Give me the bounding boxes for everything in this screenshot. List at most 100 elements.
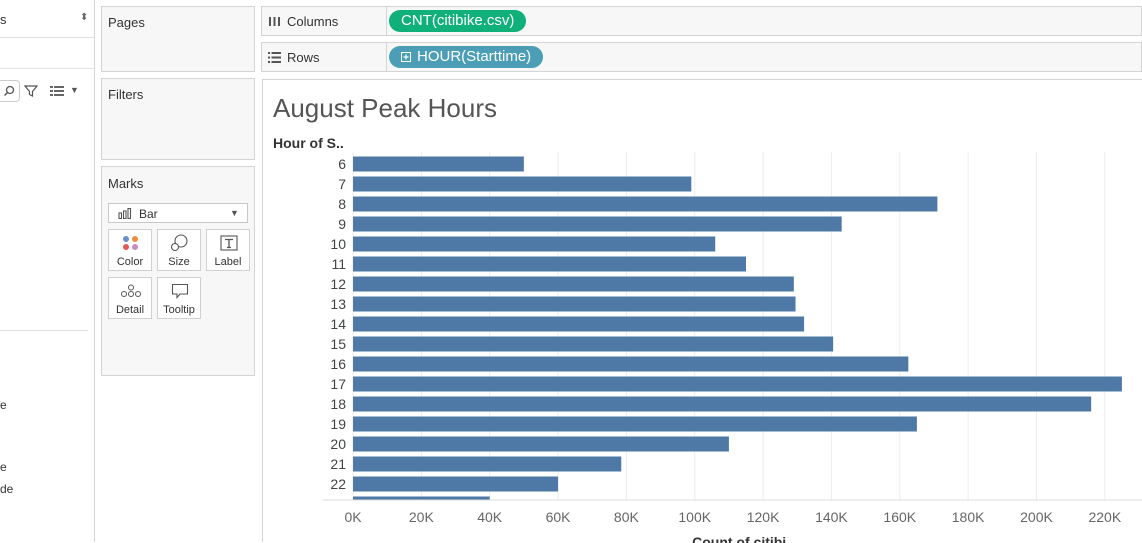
detail-button-label: Detail [109,304,151,316]
row-tick-label: 16 [330,356,346,372]
search-icon [3,85,16,98]
filters-card-title: Filters [108,87,143,102]
size-button[interactable]: Size [157,229,201,271]
bar-chart-icon [118,208,133,219]
field-name-fragment[interactable]: de [0,482,13,496]
detail-button[interactable]: Detail [108,277,152,319]
search-field[interactable] [0,80,20,102]
bar-hour-13[interactable] [353,297,796,312]
row-tick-label: 19 [330,416,346,432]
color-button-label: Color [109,256,151,268]
row-tick-label: 11 [331,256,346,272]
bar-hour-7[interactable] [353,177,691,192]
row-tick-label: 14 [330,316,346,332]
hour-starttime-pill[interactable]: HOUR(Starttime) [389,46,543,68]
tooltip-button-label: Tooltip [158,304,200,316]
field-name-fragment[interactable]: e [0,460,7,474]
x-tick-label: 220K [1088,509,1121,525]
x-tick-label: 80K [614,509,640,525]
filter-icon[interactable] [24,84,38,98]
x-tick-label: 60K [546,509,572,525]
bar-hour-11[interactable] [353,257,746,272]
x-tick-label: 120K [747,509,780,525]
bar-hour-12[interactable] [353,277,794,292]
row-tick-label: 21 [330,456,346,472]
divider [0,68,95,69]
divider [386,7,387,35]
bar-hour-20[interactable] [353,437,729,452]
x-tick-label: 100K [678,509,711,525]
mark-type-label: Bar [139,207,158,221]
tooltip-icon [171,283,189,300]
divider [0,330,88,331]
pages-card-title: Pages [108,15,145,30]
row-tick-label: 17 [330,376,346,392]
divider [386,43,387,71]
view-options-icon[interactable] [50,86,64,96]
data-pane-title: s [0,12,7,27]
row-tick-label: 13 [330,296,346,312]
bar-hour-6[interactable] [353,157,524,172]
row-tick-label: 22 [330,476,346,492]
columns-shelf-label: Columns [287,14,338,29]
bar-hour-10[interactable] [353,237,715,252]
x-tick-label: 0K [344,509,362,525]
x-tick-label: 200K [1020,509,1053,525]
row-tick-label: 20 [330,436,346,452]
text-label-icon [220,235,238,251]
rows-icon [268,52,281,63]
divider [0,37,95,38]
bar-hour-9[interactable] [353,217,842,232]
bar-hour-14[interactable] [353,317,804,332]
label-button-label: Label [207,256,249,268]
row-tick-label: 15 [330,336,346,352]
filters-card[interactable]: Filters [101,78,255,160]
label-button[interactable]: Label [206,229,250,271]
size-button-label: Size [158,256,200,268]
marks-card-title: Marks [108,176,143,191]
x-tick-label: 140K [815,509,848,525]
row-tick-label: 12 [330,276,346,292]
bar-hour-22[interactable] [353,477,558,492]
bar-hour-8[interactable] [353,197,937,212]
row-tick-label: 6 [338,156,346,172]
field-name-fragment[interactable]: e [0,398,7,412]
marks-card: Marks Bar ▼ Color Size Label Detail [101,166,255,376]
tooltip-button[interactable]: Tooltip [157,277,201,319]
hour-starttime-pill-label: HOUR(Starttime) [417,48,531,65]
rows-shelf-label: Rows [287,50,320,65]
bar-hour-17[interactable] [353,377,1122,392]
x-tick-label: 20K [409,509,435,525]
bar-hour-18[interactable] [353,397,1091,412]
row-tick-label: 8 [338,196,346,212]
mark-type-dropdown[interactable]: Bar ▼ [108,203,248,223]
bar-hour-19[interactable] [353,417,917,432]
pages-card[interactable]: Pages [101,6,255,72]
data-pane: s ⬍ ▼ e e de [0,0,95,542]
x-tick-label: 160K [883,509,916,525]
color-button[interactable]: Color [108,229,152,271]
view-canvas: August Peak Hours Hour of S.. 6 7 8 9 10 11 12… [262,79,1142,542]
x-tick-label: 180K [952,509,985,525]
row-tick-label: 9 [338,216,346,232]
size-icon [170,234,190,252]
detail-icon [120,284,142,298]
columns-icon [269,16,280,27]
rows-shelf[interactable]: Rows HOUR(Starttime) [261,42,1142,72]
bars-group: 6 7 8 9 10 11 12 13 14 15 16 17 18 19 20 21 22 23 [330,156,1121,512]
x-tick-label: 40K [477,509,503,525]
chevron-down-icon[interactable]: ▼ [70,85,79,95]
columns-shelf[interactable]: Columns CNT(citibike.csv) [261,6,1142,36]
row-tick-label: 10 [330,236,346,252]
count-citibike-pill[interactable]: CNT(citibike.csv) [389,10,526,32]
sort-arrows-icon[interactable]: ⬍ [80,12,88,23]
bar-hour-15[interactable] [353,337,833,352]
color-icon [122,235,140,251]
bar-hour-16[interactable] [353,357,908,372]
row-tick-label: 7 [338,176,346,192]
row-tick-label: 18 [330,396,346,412]
chevron-down-icon: ▼ [230,208,239,218]
bar-hour-21[interactable] [353,457,621,472]
expand-icon[interactable] [401,52,411,62]
